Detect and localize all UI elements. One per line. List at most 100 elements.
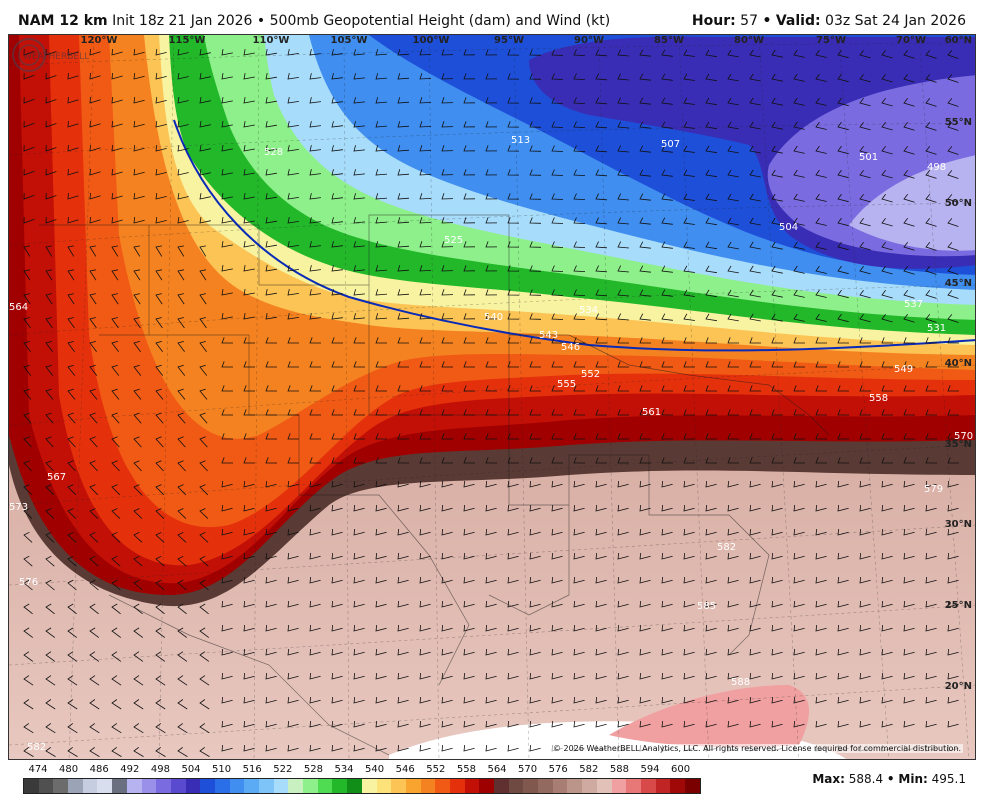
- wind-barb: [485, 289, 498, 296]
- wind-barb: [925, 672, 937, 680]
- wind-barb: [661, 672, 673, 680]
- wind-barb: [551, 624, 563, 632]
- wind-barb: [705, 480, 717, 488]
- wind-barb: [463, 193, 476, 200]
- wind-barb: [595, 241, 608, 249]
- wind-barb: [771, 289, 783, 298]
- wind-barb: [859, 552, 871, 560]
- wind-barb: [639, 313, 651, 321]
- wind-barb: [177, 675, 188, 686]
- wind-barb: [45, 269, 53, 281]
- wind-barb: [419, 217, 432, 224]
- wind-barb: [177, 531, 187, 543]
- wind-barb: [507, 145, 520, 152]
- wind-barb: [111, 317, 119, 329]
- wind-barb: [661, 97, 673, 105]
- wind-barb: [441, 624, 453, 632]
- wind-barb: [133, 48, 145, 56]
- wind-barb: [727, 241, 739, 250]
- wind-barb: [507, 121, 520, 128]
- wind-barb: [727, 49, 739, 58]
- wind-barb: [375, 600, 387, 608]
- wind-barb: [441, 121, 454, 128]
- wind-barb: [947, 672, 959, 680]
- wind-barb: [419, 480, 431, 488]
- wind-barb: [177, 555, 187, 567]
- wind-barb: [133, 388, 142, 400]
- wind-barb: [287, 576, 299, 584]
- wind-barb: [67, 412, 76, 424]
- wind-barb: [353, 528, 365, 536]
- wind-barb: [133, 96, 145, 104]
- wind-barb: [881, 289, 893, 299]
- wind-barb: [925, 218, 937, 227]
- wind-barb: [771, 696, 783, 704]
- wind-barb: [287, 457, 299, 464]
- wind-barb: [595, 193, 608, 201]
- wind-barb: [309, 73, 321, 80]
- wind-barb: [903, 696, 915, 704]
- wind-barb: [23, 120, 35, 128]
- wind-barb: [45, 651, 56, 662]
- wind-barb: [793, 433, 805, 440]
- wind-barb: [529, 97, 542, 104]
- wind-barb: [639, 73, 651, 81]
- wind-barb: [89, 120, 101, 128]
- colorbar-swatch: [200, 779, 215, 793]
- wind-barb: [309, 217, 321, 224]
- wind-barb: [507, 337, 519, 344]
- wind-barb: [45, 388, 54, 400]
- wind-barb: [551, 241, 564, 248]
- wind-barb: [727, 313, 739, 322]
- wind-barb: [133, 723, 144, 734]
- wind-barb: [463, 241, 476, 248]
- wind-barb: [749, 289, 761, 298]
- wind-barb: [23, 144, 35, 152]
- wind-barb: [265, 361, 277, 368]
- wind-barb: [639, 600, 651, 608]
- colorbar-swatch: [464, 779, 480, 793]
- wind-barb: [265, 744, 277, 752]
- wind-barb: [331, 480, 343, 488]
- wind-barb: [793, 385, 805, 392]
- wind-barb: [859, 457, 871, 464]
- wind-barb: [727, 720, 739, 728]
- wind-barb: [397, 73, 410, 80]
- wind-barb: [199, 217, 211, 224]
- wind-barb: [749, 720, 761, 728]
- wind-barb: [947, 433, 959, 440]
- wind-barb: [881, 433, 893, 440]
- wind-barb: [309, 97, 321, 104]
- wind-barb: [749, 313, 761, 322]
- wind-barb: [375, 672, 387, 680]
- wind-barb: [815, 528, 827, 536]
- wind-barb: [485, 672, 497, 680]
- wind-barb: [771, 217, 783, 226]
- wind-barb: [133, 412, 142, 424]
- wind-barb: [353, 193, 365, 200]
- wind-barb: [529, 744, 541, 752]
- wind-barb: [155, 484, 165, 496]
- wind-barb: [573, 576, 585, 584]
- wind-barb: [617, 97, 630, 105]
- wind-barb: [463, 49, 476, 56]
- wind-barb: [375, 480, 387, 488]
- wind-barb: [353, 97, 365, 104]
- weather-map[interactable]: 564 567 573 576 582 528 525 513 507 501 …: [8, 34, 976, 760]
- wind-barb: [595, 409, 607, 416]
- wind-barb: [199, 555, 209, 567]
- wind-barb: [353, 241, 365, 248]
- wind-barb: [331, 528, 343, 536]
- wind-barb: [397, 409, 409, 416]
- wind-barb: [639, 385, 651, 392]
- wind-barb: [419, 169, 432, 176]
- wind-barb: [947, 504, 959, 512]
- wind-barb: [859, 193, 871, 203]
- valid-separator: •: [762, 13, 772, 29]
- wind-barb: [177, 293, 185, 305]
- wind-barb: [23, 723, 34, 734]
- wind-barb: [727, 265, 739, 274]
- wind-barb: [661, 265, 673, 273]
- wind-barb: [23, 675, 34, 686]
- wind-barb: [243, 504, 255, 512]
